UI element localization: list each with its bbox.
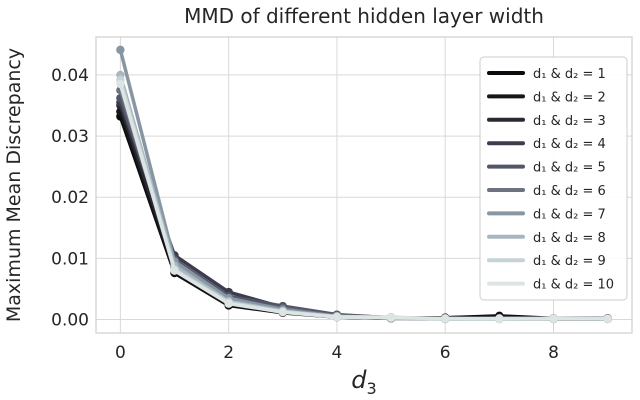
series-layer: [116, 45, 612, 324]
data-point: [386, 313, 396, 322]
x-axis-label-subscript: 3: [367, 379, 377, 398]
legend-entry: d₁ & d₂ = 1: [487, 67, 606, 82]
data-point: [116, 79, 125, 89]
data-point: [495, 314, 504, 324]
y-axis-ticks: 0.00 0.01 0.02 0.03 0.04: [51, 66, 89, 331]
x-tick-label: 6: [440, 343, 451, 363]
legend-label: d₁ & d₂ = 2: [533, 90, 606, 105]
x-axis-label: d3: [351, 366, 376, 398]
x-axis-label-main: d: [351, 366, 367, 394]
legend-entry: d₁ & d₂ = 7: [487, 207, 606, 222]
legend-entry: d₁ & d₂ = 8: [487, 231, 606, 246]
y-tick-label: 0.02: [51, 188, 89, 208]
series-line: [118, 82, 610, 321]
legend-label: d₁ & d₂ = 4: [533, 137, 606, 152]
data-point: [278, 308, 287, 317]
legend-label: d₁ & d₂ = 1: [533, 67, 606, 82]
data-point: [170, 266, 179, 275]
legend-label: d₁ & d₂ = 7: [533, 207, 606, 222]
y-axis-label: Maximum Mean Discrepancy: [3, 48, 25, 322]
y-tick-label: 0.00: [51, 311, 89, 331]
data-point: [441, 314, 450, 323]
legend-entry: d₁ & d₂ = 3: [487, 114, 606, 129]
data-point: [332, 312, 342, 322]
data-point: [224, 299, 233, 308]
series-10: [116, 79, 612, 324]
data-point: [116, 45, 125, 55]
y-tick-label: 0.01: [51, 249, 89, 269]
legend-label: d₁ & d₂ = 9: [533, 254, 606, 269]
legend-entry: d₁ & d₂ = 6: [487, 184, 606, 199]
y-tick-label: 0.04: [51, 66, 89, 86]
data-point: [603, 314, 612, 324]
legend-entry: d₁ & d₂ = 9: [487, 254, 606, 269]
x-tick-label: 2: [223, 343, 234, 363]
legend-label: d₁ & d₂ = 3: [533, 114, 606, 129]
data-point: [549, 314, 558, 324]
legend-entry: d₁ & d₂ = 2: [487, 90, 606, 105]
x-tick-label: 4: [332, 343, 343, 363]
legend-entry: d₁ & d₂ = 10: [487, 278, 614, 293]
legend-label: d₁ & d₂ = 6: [533, 184, 606, 199]
legend-label: d₁ & d₂ = 5: [533, 161, 606, 176]
x-tick-label: 0: [115, 343, 126, 363]
legend: d₁ & d₂ = 1 d₁ & d₂ = 2 d₁ & d₂ = 3 d₁ & d₂…: [479, 56, 628, 301]
legend-label: d₁ & d₂ = 10: [533, 278, 614, 293]
x-axis-ticks: 0 2 4 6 8: [115, 343, 559, 363]
legend-label: d₁ & d₂ = 8: [533, 231, 606, 246]
y-tick-label: 0.03: [51, 127, 89, 147]
legend-entry: d₁ & d₂ = 4: [487, 137, 606, 152]
legend-entry: d₁ & d₂ = 5: [487, 161, 606, 176]
x-tick-label: 8: [548, 343, 559, 363]
legend-box: [479, 56, 628, 301]
plot-frame: [95, 36, 633, 334]
chart-title: MMD of different hidden layer width: [184, 4, 544, 28]
